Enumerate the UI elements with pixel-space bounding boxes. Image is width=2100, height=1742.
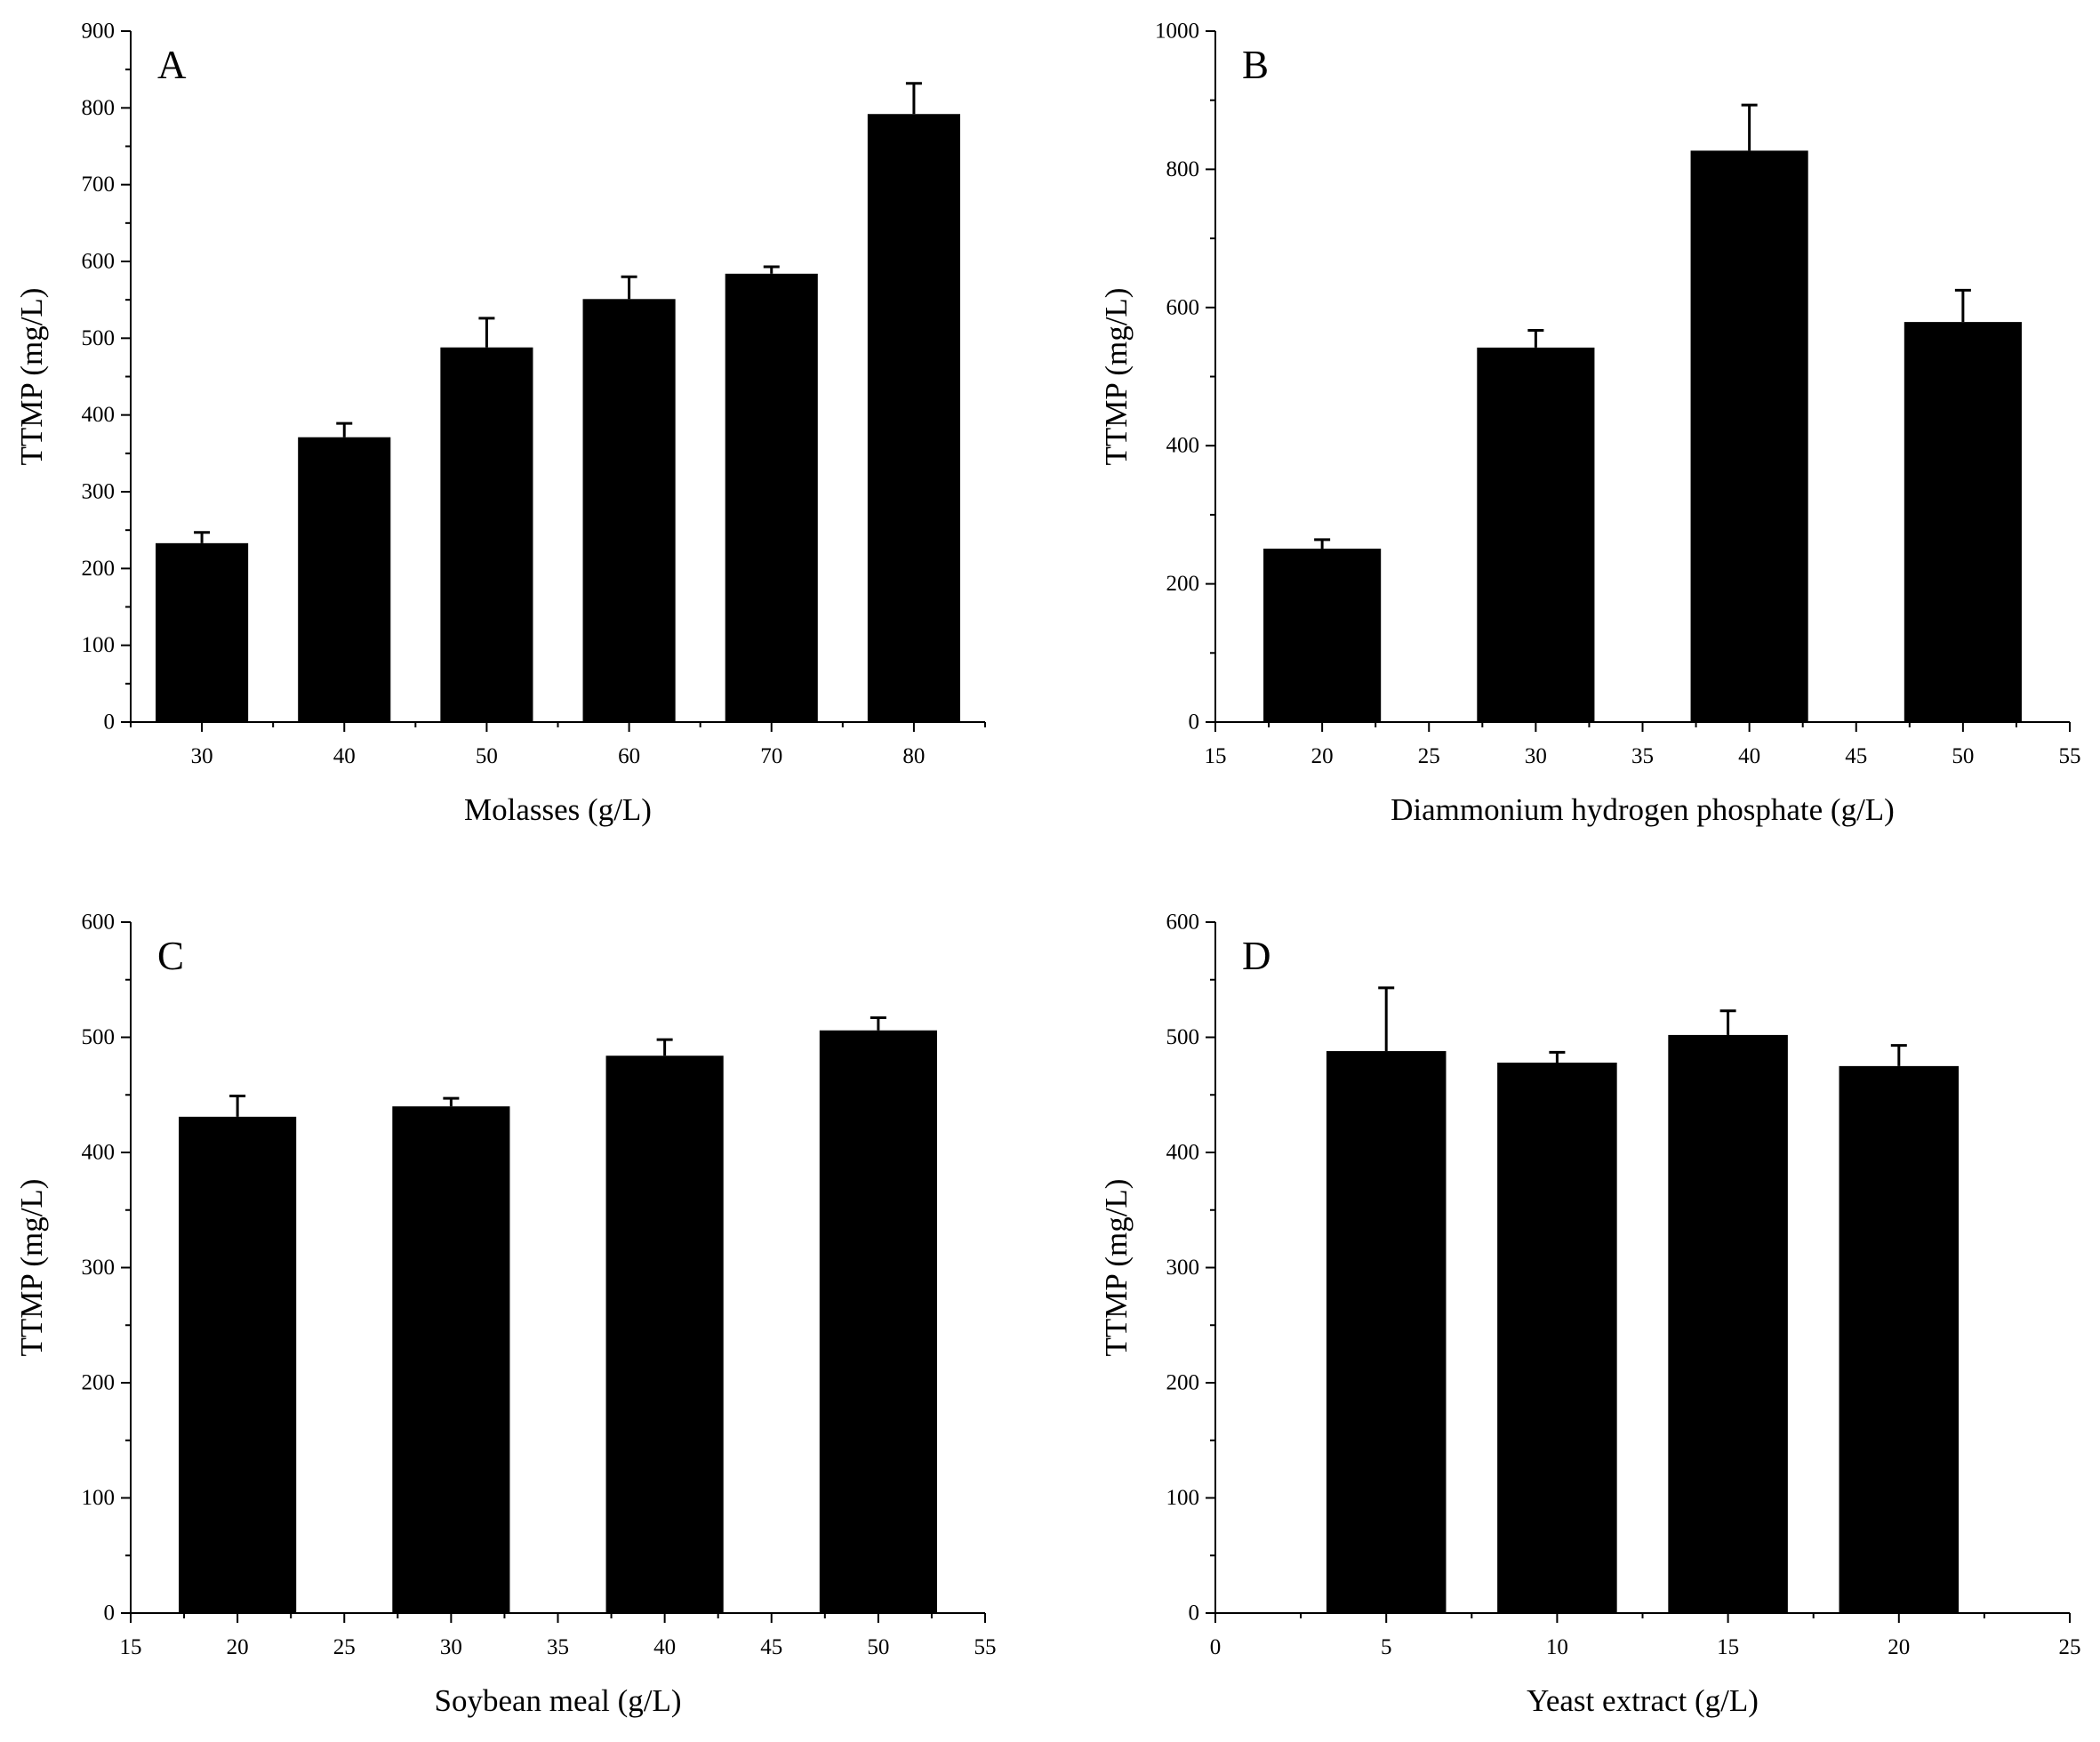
y-tick-label: 200	[1166, 572, 1200, 596]
bar	[1477, 347, 1595, 722]
x-tick-label: 15	[1205, 744, 1227, 768]
y-tick-label: 500	[82, 1025, 116, 1049]
y-tick-label: 0	[1189, 1602, 1200, 1626]
x-tick-label: 25	[2059, 1635, 2081, 1659]
panel-label: D	[1242, 934, 1271, 978]
bar	[1497, 1062, 1617, 1613]
x-tick-label: 20	[227, 1635, 249, 1659]
panel-a: 0 100 200 300 400 500 600 700 800 900 30 40 50 60 70 80…	[14, 20, 986, 827]
y-tick-label: 200	[1166, 1371, 1200, 1395]
y-tick-label: 100	[82, 633, 116, 657]
x-tick-label: 15	[1717, 1635, 1739, 1659]
y-tick-label: 200	[82, 557, 116, 581]
x-tick-label: 5	[1381, 1635, 1392, 1659]
x-tick-label: 40	[1738, 744, 1760, 768]
y-tick-label: 100	[1166, 1486, 1200, 1510]
x-axis-title: Yeast extract (g/L)	[1527, 1683, 1759, 1718]
y-tick-label: 400	[1166, 1141, 1200, 1165]
y-tick-label: 0	[104, 1602, 116, 1626]
y-tick-label: 400	[82, 403, 116, 427]
y-tick-label: 1000	[1155, 20, 1199, 44]
bar	[1839, 1065, 1960, 1613]
x-tick-label: 15	[120, 1635, 142, 1659]
y-tick-label: 0	[104, 710, 116, 735]
y-axis-title: TTMP (mg/L)	[1099, 288, 1134, 466]
x-tick-label: 10	[1546, 1635, 1568, 1659]
bar	[1263, 548, 1382, 722]
y-tick-label: 600	[1166, 911, 1200, 935]
bar	[156, 542, 249, 722]
bar	[605, 1056, 724, 1613]
bar	[440, 347, 533, 722]
y-tick-label: 300	[82, 1256, 116, 1280]
y-tick-label: 500	[1166, 1025, 1200, 1049]
x-tick-label: 60	[618, 744, 640, 768]
x-tick-label: 30	[440, 1635, 462, 1659]
bar	[179, 1116, 297, 1613]
bar	[1690, 150, 1808, 722]
y-tick-label: 600	[82, 250, 116, 274]
bar	[725, 273, 818, 722]
x-tick-label: 70	[760, 744, 782, 768]
x-tick-label: 0	[1210, 1635, 1222, 1659]
y-tick-label: 300	[82, 480, 116, 504]
y-axis-title: TTMP (mg/L)	[1099, 1179, 1134, 1357]
x-tick-label: 25	[1418, 744, 1440, 768]
y-tick-label: 200	[82, 1371, 116, 1395]
y-tick-label: 500	[82, 326, 116, 350]
panel-label: C	[157, 934, 184, 978]
panel-label: B	[1242, 43, 1269, 87]
y-tick-label: 800	[1166, 157, 1200, 181]
x-tick-label: 45	[760, 1635, 782, 1659]
bar	[1326, 1051, 1447, 1613]
x-tick-label: 35	[1631, 744, 1654, 768]
bar	[867, 114, 960, 723]
bar	[819, 1030, 937, 1613]
x-tick-label: 20	[1311, 744, 1334, 768]
y-tick-label: 400	[1166, 434, 1200, 458]
bar	[298, 437, 391, 722]
y-tick-label: 700	[82, 173, 116, 197]
x-tick-label: 30	[1525, 744, 1547, 768]
panel-b: 0 200 400 600 800 1000 15 20 25 30 35 40 45 50 55 Diamm…	[1099, 20, 2081, 828]
x-tick-label: 35	[547, 1635, 569, 1659]
x-tick-label: 50	[476, 744, 498, 768]
x-tick-label: 20	[1888, 1635, 1910, 1659]
x-tick-label: 40	[653, 1635, 676, 1659]
x-tick-label: 30	[191, 744, 213, 768]
panel-d: 0 100 200 300 400 500 600 0 5 10 15 20 25 Yeast extra…	[1099, 911, 2081, 1719]
panel-label: A	[157, 43, 187, 87]
x-tick-label: 55	[974, 1635, 997, 1659]
bar	[1668, 1034, 1788, 1613]
y-axis-title: TTMP (mg/L)	[14, 288, 49, 466]
bar	[1904, 322, 2022, 722]
x-tick-label: 55	[2059, 744, 2081, 768]
y-tick-label: 600	[1166, 295, 1200, 319]
y-tick-label: 800	[82, 96, 116, 120]
bar	[582, 299, 676, 722]
y-tick-label: 900	[82, 20, 116, 44]
panel-c: 0 100 200 300 400 500 600 15 20 25 30 35 40 45 50 55 Soy…	[14, 911, 997, 1719]
x-axis-title: Soybean meal (g/L)	[435, 1683, 682, 1718]
y-tick-label: 300	[1166, 1256, 1200, 1280]
x-axis-title: Diammonium hydrogen phosphate (g/L)	[1391, 792, 1895, 827]
x-tick-label: 45	[1845, 744, 1867, 768]
x-tick-label: 50	[1952, 744, 1974, 768]
y-tick-label: 400	[82, 1141, 116, 1165]
x-axis-title: Molasses (g/L)	[464, 792, 652, 827]
x-tick-label: 25	[333, 1635, 356, 1659]
y-tick-label: 100	[82, 1486, 116, 1510]
x-tick-label: 40	[333, 744, 356, 768]
y-axis-title: TTMP (mg/L)	[14, 1179, 49, 1357]
y-tick-label: 600	[82, 911, 116, 935]
y-tick-label: 0	[1189, 710, 1200, 735]
x-tick-label: 80	[902, 744, 925, 768]
bar	[392, 1106, 510, 1613]
x-tick-label: 50	[867, 1635, 889, 1659]
